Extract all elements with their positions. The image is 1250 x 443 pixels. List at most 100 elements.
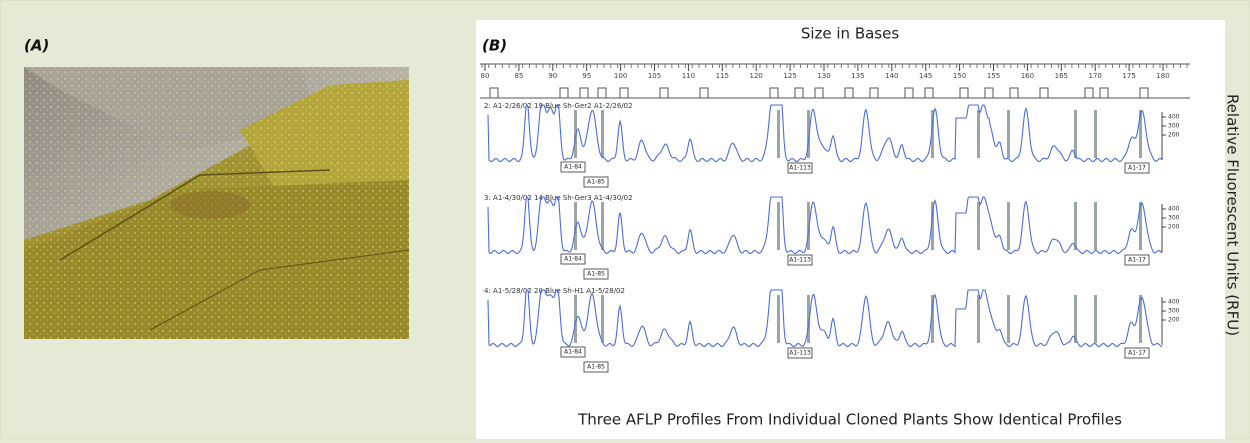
bin-bracket [1009,87,1019,98]
rfu-tick-label: 300 [1168,308,1180,315]
bin-bracket [959,87,969,98]
bin-bracket [579,87,589,98]
marker-box [1124,254,1150,266]
bin-bracket [597,87,607,98]
bin-bar [601,295,604,343]
bin-bar [931,202,934,250]
marker-label: A1-113 [789,257,811,264]
panel-label: (B) [482,37,507,55]
bin-bar [1007,295,1010,343]
bin-bracket [1039,87,1049,98]
leaf-photo [24,67,410,339]
size-tick-label: 150 [953,72,966,80]
bin-bracket [869,87,879,98]
trace-header: 4: A1-5/28/02 20 Blue Sh-H1 A1-5/28/02 [484,287,625,295]
rfu-tick-label: 400 [1168,299,1180,306]
traces: 2: A1-2/26/02 19 Blue Sh-Ger2 A1-2/26/02… [484,102,1180,373]
bin-bar [931,110,934,158]
rfu-tick-label: 200 [1168,132,1180,139]
size-tick-label: 170 [1089,72,1102,80]
marker-box [787,162,813,174]
marker-label: A1-17 [1128,165,1146,172]
marker-label: A1-84 [564,349,582,356]
size-tick-label: 85 [514,72,523,80]
bin-bracket [769,87,779,98]
marker-box [583,361,609,373]
bin-bar [977,110,980,158]
axis-title: Size in Bases [801,25,900,43]
bin-bar [1094,295,1097,343]
size-tick-label: 130 [817,72,830,80]
bin-bar [777,110,780,158]
marker-label: A1-113 [789,350,811,357]
marker-label: A1-85 [587,179,605,186]
marker-label: A1-17 [1128,257,1146,264]
marker-label: A1-17 [1128,350,1146,357]
rfu-tick-label: 400 [1168,206,1180,213]
size-tick-label: 135 [851,72,864,80]
bin-bar [1007,202,1010,250]
marker-box [560,161,586,173]
bin-bar [1094,110,1097,158]
bin-bar [777,295,780,343]
size-tick-label: 80 [481,72,490,80]
marker-box [787,254,813,266]
bin-bracket [619,87,629,98]
bin-bar [601,202,604,250]
size-ruler: 80 85 90 95 100 105 110 115 120 125 130 135 140 145 15… [480,63,1190,99]
rfu-tick-label: 400 [1168,114,1180,121]
marker-box [583,176,609,188]
size-tick-label: 160 [1021,72,1034,80]
bin-bar [1074,110,1077,158]
bin-bracket [984,87,994,98]
bin-bracket [659,87,669,98]
bin-bar [1074,202,1077,250]
marker-label: A1-84 [564,164,582,171]
bin-bar [1094,202,1097,250]
marker-box [560,346,586,358]
size-tick-label: 115 [716,72,729,80]
trace-line [487,289,1163,348]
marker-label: A1-84 [564,256,582,263]
marker-label: A1-113 [789,165,811,172]
size-tick-label: 175 [1122,72,1135,80]
rfu-tick-label: 300 [1168,123,1180,130]
bin-bar [931,295,934,343]
bin-bracket [699,87,709,98]
bin-bracket [489,87,499,98]
rfu-tick-label: 200 [1168,317,1180,324]
size-tick-label: 140 [885,72,898,80]
size-tick-label: 90 [548,72,557,80]
trace-line [487,103,1163,163]
bin-bracket [844,87,854,98]
size-tick-label: 165 [1055,72,1068,80]
panel-b-area [476,20,1225,439]
marker-box [787,347,813,359]
bin-bracket [1084,87,1094,98]
bin-bar [1007,110,1010,158]
bin-bar [807,110,810,158]
panel-label: (A) [24,37,49,55]
bin-bar [807,202,810,250]
size-tick-label: 105 [648,72,661,80]
bin-bar [807,295,810,343]
bin-bar [977,202,980,250]
bin-bracket [559,87,569,98]
size-tick-label: 145 [919,72,932,80]
y-axis-title: Relative Fluorescent Units (RFU) [1224,94,1242,336]
bin-bracket [904,87,914,98]
bin-bracket [814,87,824,98]
marker-label: A1-85 [587,364,605,371]
bin-bracket [1139,87,1149,98]
bin-bar [777,202,780,250]
bin-bracket [794,87,804,98]
size-tick-label: 100 [614,72,627,80]
size-tick-label: 125 [783,72,796,80]
size-tick-label: 95 [582,72,591,80]
size-tick-label: 120 [750,72,763,80]
bin-bar [1139,295,1142,343]
bin-bracket [1099,87,1109,98]
size-tick-label: 155 [987,72,1000,80]
